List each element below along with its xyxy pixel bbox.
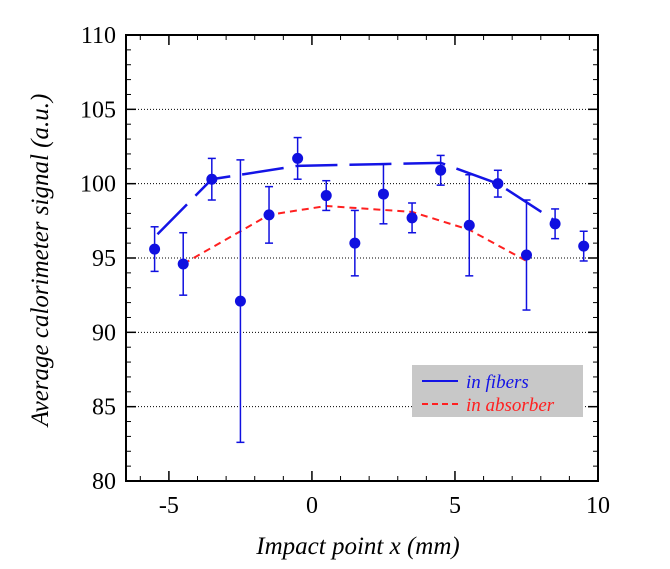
legend-label-in-absorber: in absorber <box>466 395 555 416</box>
legend-label-in-fibers: in fibers <box>466 372 529 393</box>
data-point <box>377 188 389 200</box>
data-point <box>492 178 504 190</box>
data-points <box>149 152 590 307</box>
data-point <box>549 218 561 230</box>
y-axis-title: Average calorimeter signal (a.u.) <box>27 94 54 429</box>
data-point <box>349 237 361 249</box>
x-tick-label: 0 <box>306 493 318 519</box>
axis-ticks <box>126 34 599 482</box>
data-point <box>149 243 161 255</box>
series-line-in-absorber <box>182 204 527 265</box>
y-tick-label: 105 <box>80 97 116 123</box>
x-tick-label: 10 <box>586 493 610 519</box>
x-tick-label: -5 <box>159 493 179 519</box>
data-point <box>206 173 218 185</box>
tick-labels: 80 85 90 95 100 105 110 -5 0 5 10 <box>80 23 610 519</box>
data-point <box>292 152 304 164</box>
data-point <box>578 240 590 252</box>
data-point <box>406 212 418 224</box>
data-point <box>263 209 275 221</box>
y-tick-label: 90 <box>92 320 116 346</box>
data-point <box>463 219 475 231</box>
y-tick-label: 95 <box>92 246 116 272</box>
legend: in fibers in absorber <box>412 365 583 417</box>
series-lines <box>156 161 556 265</box>
data-point <box>177 258 189 270</box>
y-tick-label: 80 <box>92 469 116 495</box>
y-tick-label: 110 <box>81 23 116 49</box>
data-point <box>520 249 532 261</box>
legend-background <box>412 365 583 417</box>
data-point <box>435 164 447 176</box>
y-tick-label: 85 <box>92 395 116 421</box>
data-point <box>234 295 246 307</box>
x-axis-title: Impact point x (mm) <box>255 533 459 560</box>
y-tick-label: 100 <box>80 172 116 198</box>
series-line-in-fibers <box>156 161 556 236</box>
data-point <box>320 190 332 202</box>
x-tick-label: 5 <box>449 493 461 519</box>
